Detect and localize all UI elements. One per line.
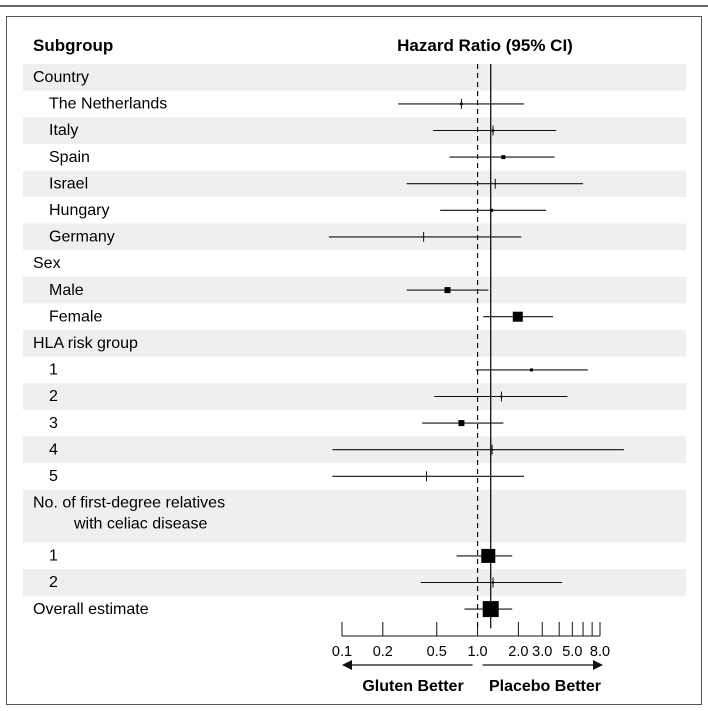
row-band	[23, 117, 686, 144]
subgroup-label: 1	[49, 548, 58, 565]
subgroup-label: Female	[49, 308, 102, 325]
subgroup-heading: Sex	[33, 255, 61, 272]
subgroup-label: 2	[49, 574, 58, 591]
subgroup-label: 2	[49, 388, 58, 405]
row-band	[23, 330, 686, 357]
subgroup-label: Hungary	[49, 202, 109, 219]
row-band	[23, 489, 686, 543]
x-axis: 0.1 0.2 0.5 1.0 2.0 3.0 5.0 8.0	[332, 622, 610, 660]
hazard-ratio-header: Hazard Ratio (95% CI)	[397, 36, 573, 55]
hazard-ratio-point	[481, 548, 496, 563]
subgroup-label: Germany	[49, 229, 115, 246]
x-tick-label: 2.0	[508, 644, 528, 660]
subgroup-heading: with celiac disease	[73, 516, 208, 533]
subgroup-label: Overall estimate	[33, 601, 149, 618]
x-tick-label: 0.5	[427, 644, 447, 660]
x-tick-label: 0.2	[373, 644, 393, 660]
x-tick-label: 5.0	[562, 644, 582, 660]
row-band	[23, 170, 686, 197]
hazard-ratio-point	[458, 420, 465, 427]
row-band	[23, 569, 686, 596]
hazard-ratio-point	[482, 601, 499, 618]
row-band	[23, 383, 686, 410]
subgroup-heading: Country	[33, 69, 89, 86]
subgroup-header: Subgroup	[33, 36, 113, 55]
reference-lines	[476, 64, 492, 629]
subgroup-label: Italy	[49, 122, 78, 139]
subgroup-heading: No. of first-degree relatives	[33, 495, 225, 512]
subgroup-label: 5	[49, 468, 58, 485]
x-tick-label: 8.0	[590, 644, 610, 660]
estimate-marks	[328, 98, 624, 618]
row-labels: Country The Netherlands Italy Spain Israel Hu…	[33, 69, 225, 618]
subgroup-label: Male	[49, 282, 84, 299]
direction-arrows	[342, 660, 603, 670]
hazard-ratio-point	[501, 155, 506, 160]
left-arrow-head	[342, 660, 352, 670]
subgroup-heading: HLA risk group	[33, 335, 138, 352]
subgroup-label: The Netherlands	[49, 96, 167, 113]
hazard-ratio-point	[512, 311, 523, 322]
row-band	[23, 64, 686, 91]
hazard-ratio-point	[530, 368, 534, 372]
gluten-better-label: Gluten Better	[362, 678, 463, 695]
placebo-better-label: Placebo Better	[489, 678, 601, 695]
right-arrow-head	[593, 660, 603, 670]
x-tick-label: 1.0	[467, 644, 487, 660]
subgroup-label: Spain	[49, 149, 90, 166]
x-tick-label: 3.0	[532, 644, 552, 660]
subgroup-label: 3	[49, 415, 58, 432]
subgroup-label: Israel	[49, 175, 88, 192]
subgroup-label: 4	[49, 441, 58, 458]
subgroup-label: 1	[49, 362, 58, 379]
hazard-ratio-point	[444, 287, 451, 294]
row-band	[23, 276, 686, 304]
hazard-ratio-point	[490, 208, 494, 212]
x-tick-label: 0.1	[332, 644, 352, 660]
